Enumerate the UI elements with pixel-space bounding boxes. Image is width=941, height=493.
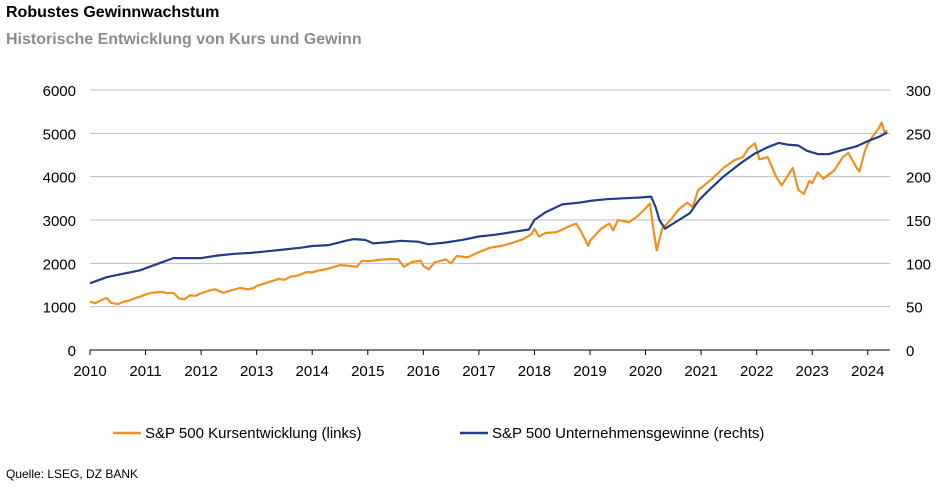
legend-label: S&P 500 Unternehmensgewinne (rechts) xyxy=(492,425,764,442)
x-tick-label: 2019 xyxy=(573,363,606,380)
series-line-earnings xyxy=(89,131,888,285)
x-tick-label: 2016 xyxy=(407,363,440,380)
x-axis: 2010 2011 2012 2013 2014 2015 2016 2017 2018 2019… xyxy=(73,349,890,380)
x-tick-label: 2014 xyxy=(296,363,329,380)
y-right-tick-label: 250 xyxy=(906,126,931,143)
y-right-tick-label: 0 xyxy=(906,343,914,360)
y-left-tick-label: 5000 xyxy=(43,126,76,143)
chart-subtitle: Historische Entwicklung von Kurs und Gew… xyxy=(6,31,362,48)
y-left-tick-label: 2000 xyxy=(43,256,76,273)
x-tick-label: 2020 xyxy=(629,363,662,380)
y-right-tick-label: 300 xyxy=(906,83,931,100)
y-left-tick-label: 4000 xyxy=(43,170,76,187)
x-tick-label: 2015 xyxy=(351,363,384,380)
x-tick-label: 2023 xyxy=(796,363,829,380)
x-tick-label: 2024 xyxy=(851,363,884,380)
x-tick-label: 2013 xyxy=(240,363,273,380)
y-right-tick-label: 150 xyxy=(906,213,931,230)
y-right-tick-label: 200 xyxy=(906,170,931,187)
x-tick-label: 2022 xyxy=(740,363,773,380)
y-left-tick-label: 1000 xyxy=(43,300,76,317)
legend-label: S&P 500 Kursentwicklung (links) xyxy=(145,425,362,442)
x-tick-label: 2010 xyxy=(73,363,106,380)
gridlines xyxy=(90,89,890,308)
x-tick-label: 2018 xyxy=(518,363,551,380)
y-axis-left-ticks: 0 1000 2000 3000 4000 5000 6000 xyxy=(43,83,76,360)
y-axis-right-ticks: 0 50 100 150 200 250 300 xyxy=(906,83,931,360)
x-tick-label: 2021 xyxy=(684,363,717,380)
x-tick-label: 2012 xyxy=(184,363,217,380)
series-line-price xyxy=(89,121,888,306)
x-tick-label: 2017 xyxy=(462,363,495,380)
y-left-tick-label: 0 xyxy=(68,343,76,360)
series-layer xyxy=(89,121,888,306)
y-left-tick-label: 3000 xyxy=(43,213,76,230)
chart-title: Robustes Gewinnwachstum xyxy=(6,4,220,21)
y-right-tick-label: 100 xyxy=(906,256,931,273)
x-tick-label: 2011 xyxy=(129,363,161,380)
source-note: Quelle: LSEG, DZ BANK xyxy=(6,467,139,481)
y-left-tick-label: 6000 xyxy=(43,83,76,100)
legend: S&P 500 Kursentwicklung (links) S&P 500 U… xyxy=(113,425,764,442)
y-right-tick-label: 50 xyxy=(906,300,923,317)
